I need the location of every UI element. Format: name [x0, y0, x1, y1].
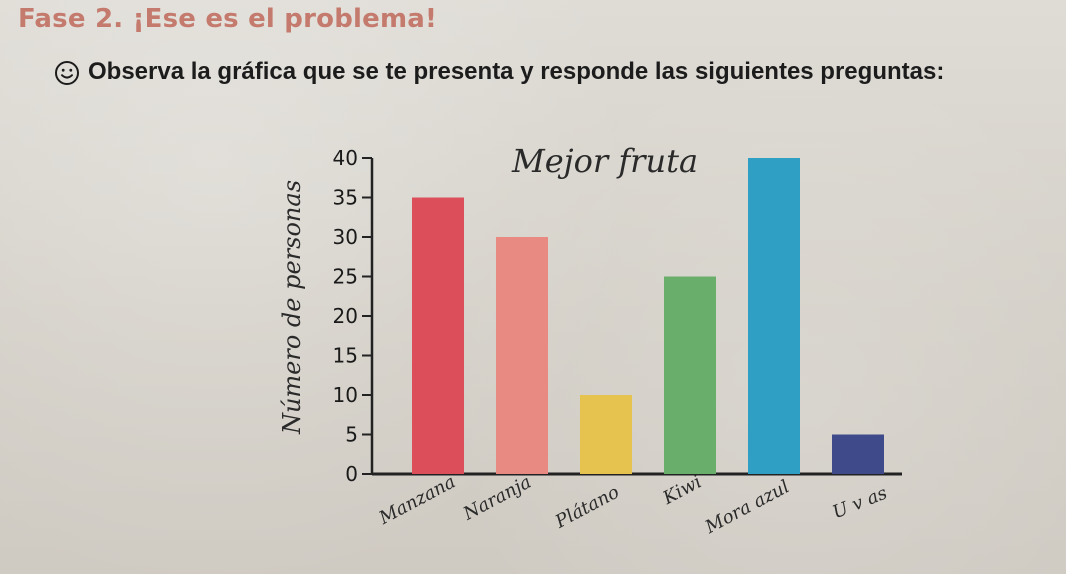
bar-manzana: [412, 197, 464, 474]
y-tick-label: 15: [333, 344, 358, 368]
instruction-text: Observa la gráfica que se te presenta y …: [88, 58, 945, 85]
y-tick-label: 25: [333, 265, 358, 289]
category-label: Manzana: [375, 471, 459, 529]
chart-title: Mejor fruta: [511, 142, 698, 180]
category-label: U v as: [830, 483, 890, 524]
smiley-icon: [55, 61, 79, 85]
chart-layer: 0 5 10 15 20 25 30 35 40 Manzana Naranja Plátano Kiw…: [278, 142, 902, 538]
y-tick-label: 10: [333, 383, 358, 407]
y-tick-label: 30: [333, 225, 358, 249]
y-tick-label: 35: [333, 186, 358, 210]
bar-plátano: [580, 395, 632, 474]
y-tick-label: 40: [333, 146, 358, 170]
category-label: Mora azul: [701, 476, 793, 538]
bar-naranja: [496, 237, 548, 474]
y-tick-label: 0: [345, 462, 358, 486]
bar-mora-azul: [748, 158, 800, 474]
y-tick-label: 20: [333, 304, 358, 328]
category-label: Plátano: [551, 482, 623, 533]
y-tick-label: 5: [345, 423, 358, 447]
category-label: Kiwi: [659, 471, 705, 509]
y-axis-label: Número de personas: [278, 180, 306, 435]
bar-u-v-as: [832, 434, 884, 474]
category-label: Naranja: [459, 472, 535, 526]
section-title: Fase 2. ¡Ese es el problema!: [18, 4, 438, 34]
bar-kiwi: [664, 276, 716, 474]
